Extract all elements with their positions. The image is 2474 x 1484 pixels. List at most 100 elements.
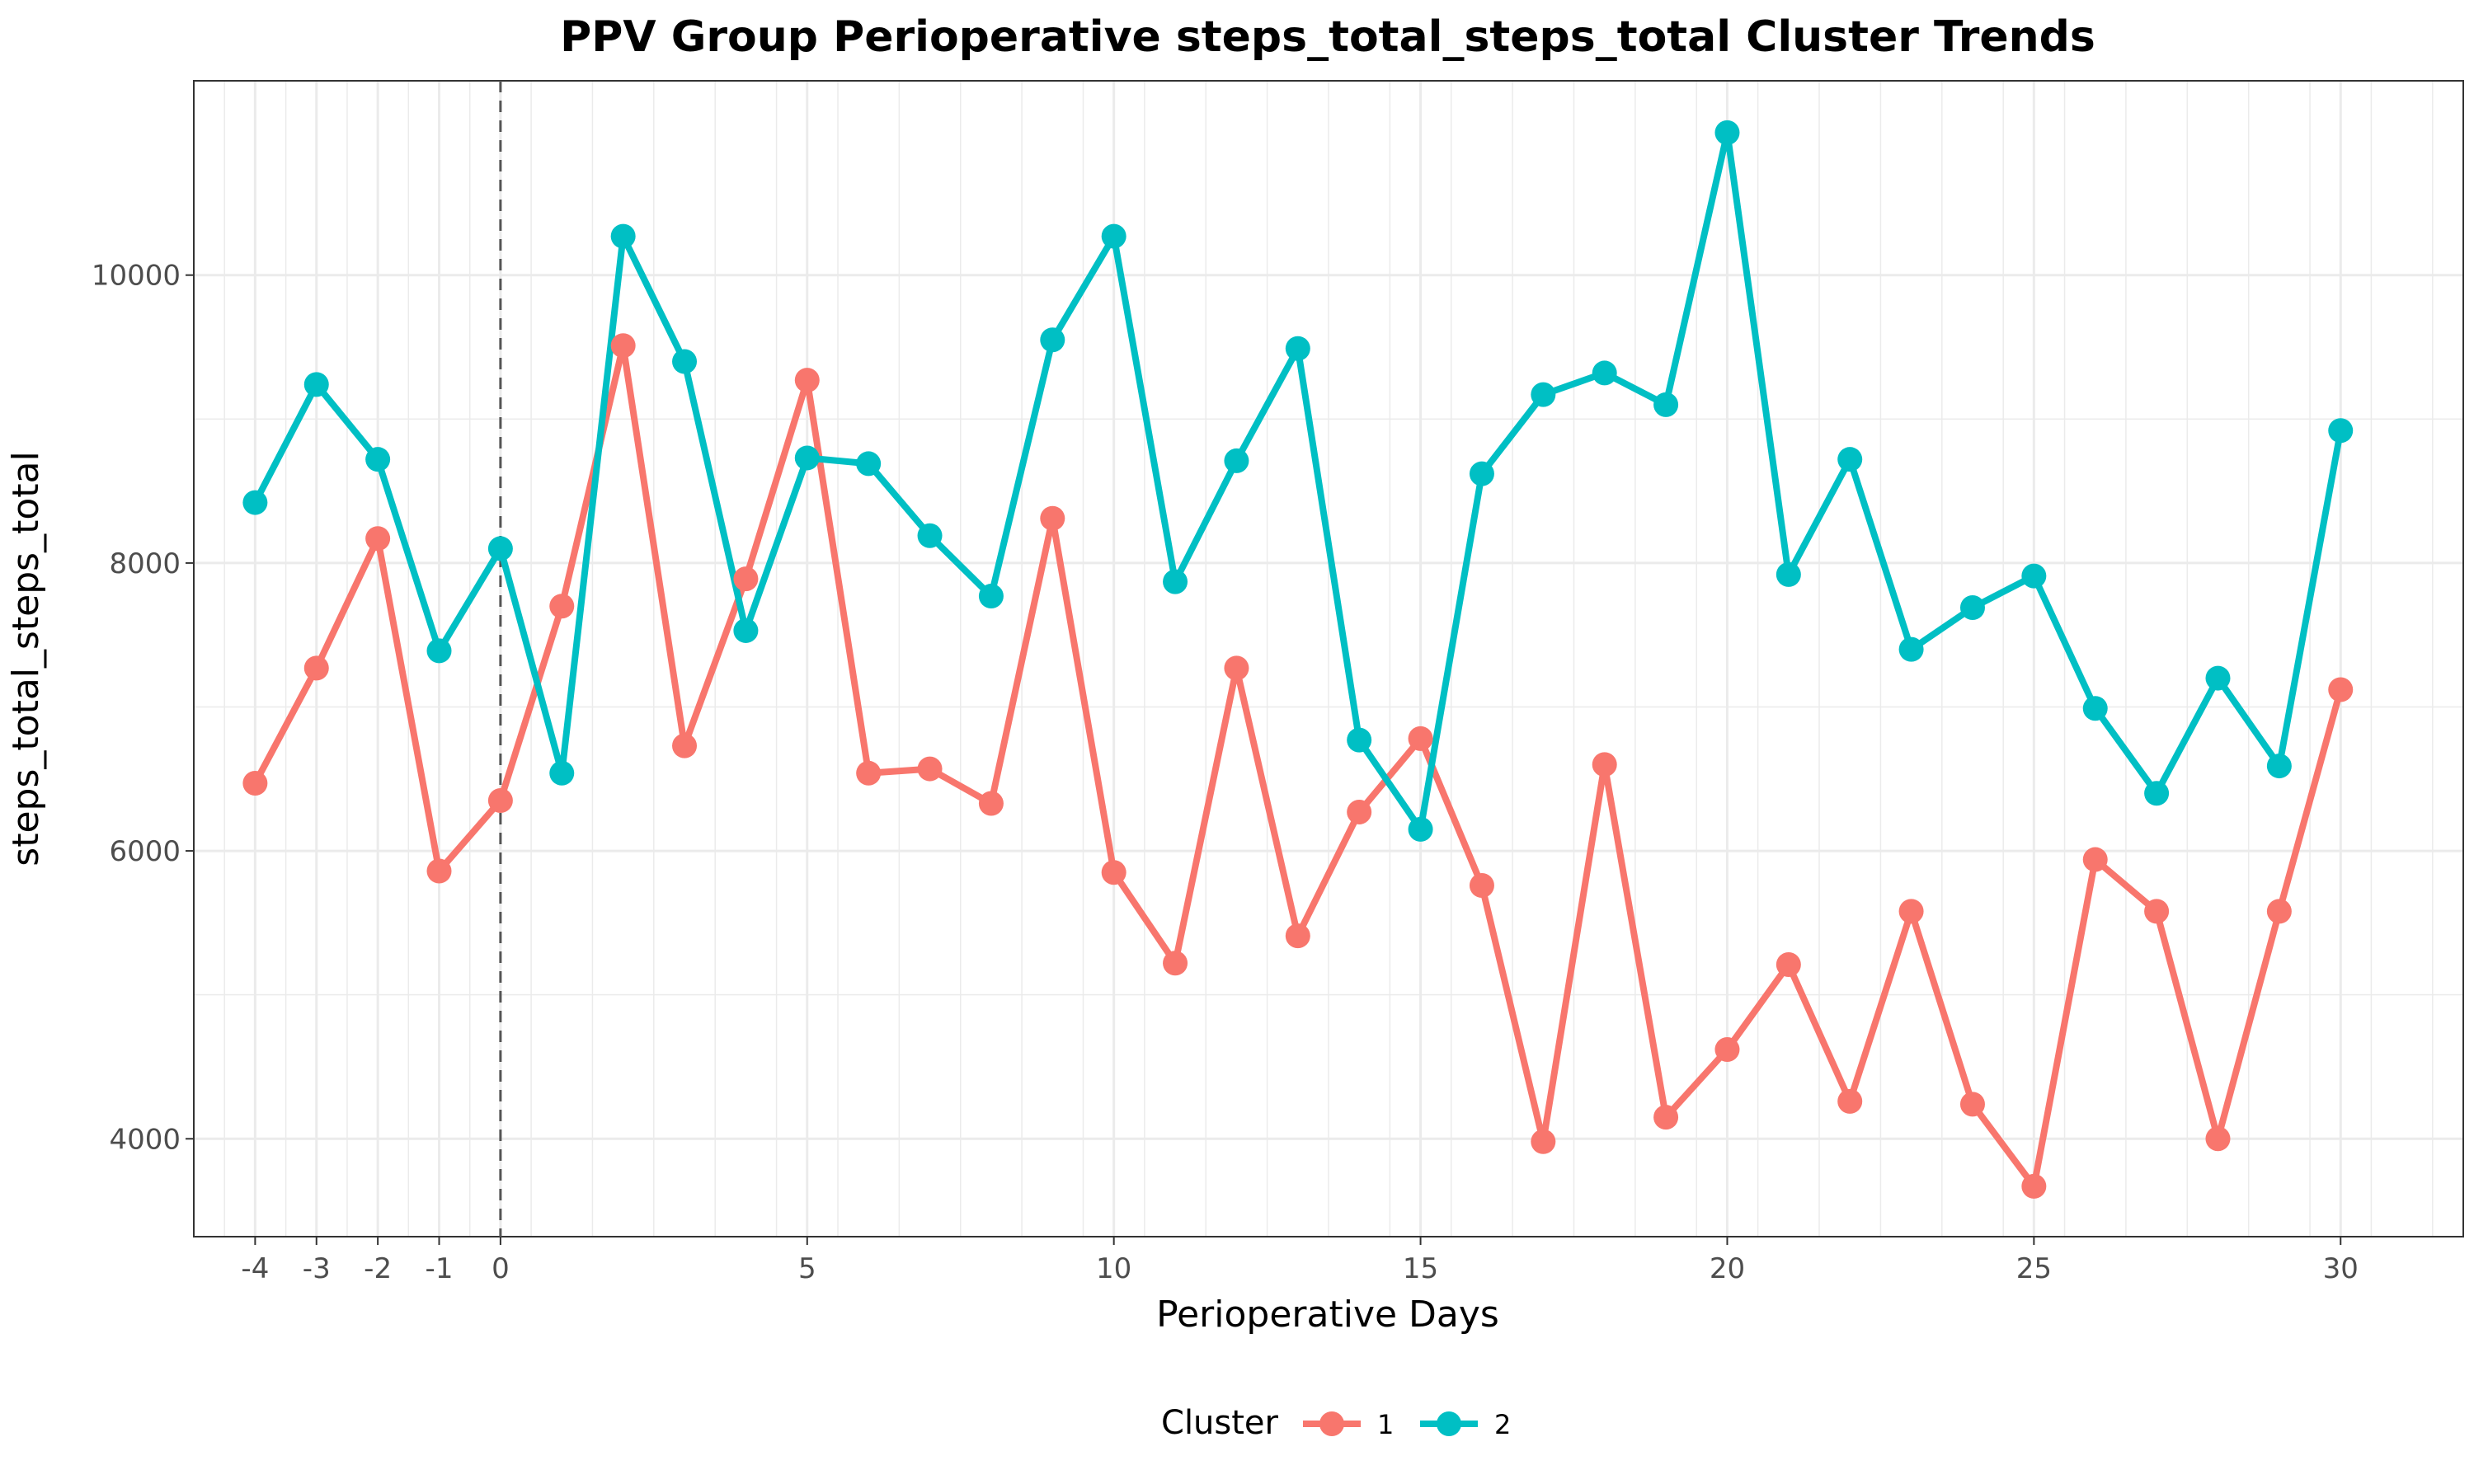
series-1-point bbox=[1224, 655, 1249, 681]
series-1-point bbox=[1592, 752, 1617, 777]
chart-title: PPV Group Perioperative steps_total_step… bbox=[560, 12, 2095, 62]
x-tick-label: -4 bbox=[241, 1252, 269, 1285]
x-tick-label: 30 bbox=[2323, 1252, 2359, 1285]
series-1-point bbox=[2328, 677, 2354, 702]
series-2-point bbox=[426, 638, 452, 664]
series-2-point bbox=[1714, 120, 1740, 145]
series-1-point bbox=[1714, 1037, 1740, 1063]
series-2-point bbox=[1101, 223, 1126, 249]
series-1-point bbox=[1959, 1092, 1985, 1117]
series-2-point bbox=[1285, 336, 1310, 361]
x-tick-label: 20 bbox=[1710, 1252, 1745, 1285]
series-2-point bbox=[1898, 636, 1924, 662]
x-tick-label: 15 bbox=[1403, 1252, 1438, 1285]
series-2-point bbox=[610, 223, 636, 249]
series-1-point bbox=[2082, 847, 2108, 872]
series-2-point bbox=[1592, 360, 1617, 386]
series-2-point bbox=[487, 536, 513, 561]
series-1-point bbox=[978, 791, 1004, 816]
series-2-point bbox=[1837, 447, 1863, 472]
y-tick-label: 6000 bbox=[109, 835, 181, 868]
series-group bbox=[242, 81, 2354, 1237]
y-axis-title: steps_total_steps_total bbox=[5, 451, 47, 866]
x-tick-label: -3 bbox=[303, 1252, 331, 1285]
series-2-point bbox=[365, 447, 391, 472]
x-tick-label: 0 bbox=[492, 1252, 510, 1285]
x-tick-label: 10 bbox=[1096, 1252, 1131, 1285]
series-1-point bbox=[2144, 899, 2170, 924]
series-1-point bbox=[794, 368, 820, 393]
series-1-point bbox=[487, 787, 513, 813]
series-2-point bbox=[794, 445, 820, 471]
series-2-point bbox=[1040, 327, 1065, 353]
series-1-point bbox=[1285, 923, 1310, 949]
series-1-point bbox=[1040, 505, 1065, 531]
plot-panel-border bbox=[193, 80, 2464, 1237]
x-tick-label: 5 bbox=[798, 1252, 816, 1285]
series-1-point bbox=[733, 566, 759, 592]
series-1-point bbox=[856, 760, 882, 786]
series-2-point bbox=[242, 490, 268, 515]
series-1-point bbox=[1347, 799, 1372, 824]
series-2-point bbox=[856, 451, 882, 477]
legend-label-2: 2 bbox=[1494, 1409, 1511, 1440]
series-1-point bbox=[1653, 1105, 1679, 1130]
y-tick-label: 4000 bbox=[109, 1123, 181, 1156]
series-1-point bbox=[1163, 951, 1188, 976]
series-1-point bbox=[242, 771, 268, 796]
series-2-line bbox=[252, 129, 2345, 833]
series-2-point bbox=[733, 618, 759, 643]
series-2-point bbox=[1224, 448, 1249, 473]
series-2-point bbox=[672, 349, 698, 374]
series-1-point bbox=[1408, 726, 1433, 751]
series-1-point bbox=[1531, 1129, 1556, 1154]
series-2-point bbox=[917, 523, 943, 548]
series-2-point bbox=[1776, 561, 1801, 587]
series-1-point bbox=[2266, 899, 2292, 924]
series-1-point bbox=[2021, 1173, 2047, 1199]
series-2-point bbox=[2082, 696, 2108, 721]
x-axis-title: Perioperative Days bbox=[1156, 1294, 1499, 1336]
series-2-point bbox=[2144, 781, 2170, 806]
series-2-point bbox=[1531, 382, 1556, 407]
series-2-point bbox=[2266, 754, 2292, 779]
series-1-point bbox=[365, 526, 391, 552]
series-2-point bbox=[1408, 816, 1433, 842]
series-2-point bbox=[1959, 595, 1985, 621]
series-2-point bbox=[303, 372, 329, 397]
series-2-point bbox=[1469, 461, 1494, 486]
legend-key-2-point bbox=[1437, 1411, 1461, 1436]
series-2-point bbox=[2328, 418, 2354, 444]
legend: Cluster 1 2 bbox=[1161, 1404, 1511, 1442]
legend-key-1-point bbox=[1319, 1411, 1344, 1436]
series-1-point bbox=[1837, 1088, 1863, 1114]
series-1-point bbox=[1469, 872, 1494, 898]
series-1-point bbox=[1776, 952, 1801, 978]
x-tick-label: -1 bbox=[426, 1252, 454, 1285]
series-1-point bbox=[1101, 860, 1126, 885]
series-1-point bbox=[1898, 899, 1924, 924]
series-1-point bbox=[917, 756, 943, 782]
series-2-point bbox=[549, 760, 575, 786]
series-2-point bbox=[1163, 569, 1188, 594]
series-1-point bbox=[303, 655, 329, 681]
series-1-point bbox=[426, 858, 452, 884]
legend-title: Cluster bbox=[1161, 1404, 1279, 1442]
x-tick-label: -2 bbox=[364, 1252, 392, 1285]
x-tick-label: 25 bbox=[2016, 1252, 2052, 1285]
series-2-point bbox=[978, 584, 1004, 609]
series-2-point bbox=[1347, 727, 1372, 753]
grid bbox=[194, 81, 2463, 1237]
y-tick-label: 8000 bbox=[109, 547, 181, 580]
series-2-point bbox=[1653, 392, 1679, 417]
series-1-point bbox=[2205, 1126, 2231, 1152]
series-2-point bbox=[2021, 563, 2047, 589]
series-2-point bbox=[2205, 665, 2231, 691]
series-1-point bbox=[549, 594, 575, 619]
series-1-point bbox=[672, 733, 698, 758]
legend-label-1: 1 bbox=[1377, 1409, 1394, 1440]
series-1-point bbox=[610, 333, 636, 359]
y-tick-label: 10000 bbox=[92, 260, 181, 293]
axis-ticks: 4000 6000 8000 10000 -4 -3 -2 -1 0 5 10 15 20 25 30 bbox=[92, 260, 2359, 1285]
